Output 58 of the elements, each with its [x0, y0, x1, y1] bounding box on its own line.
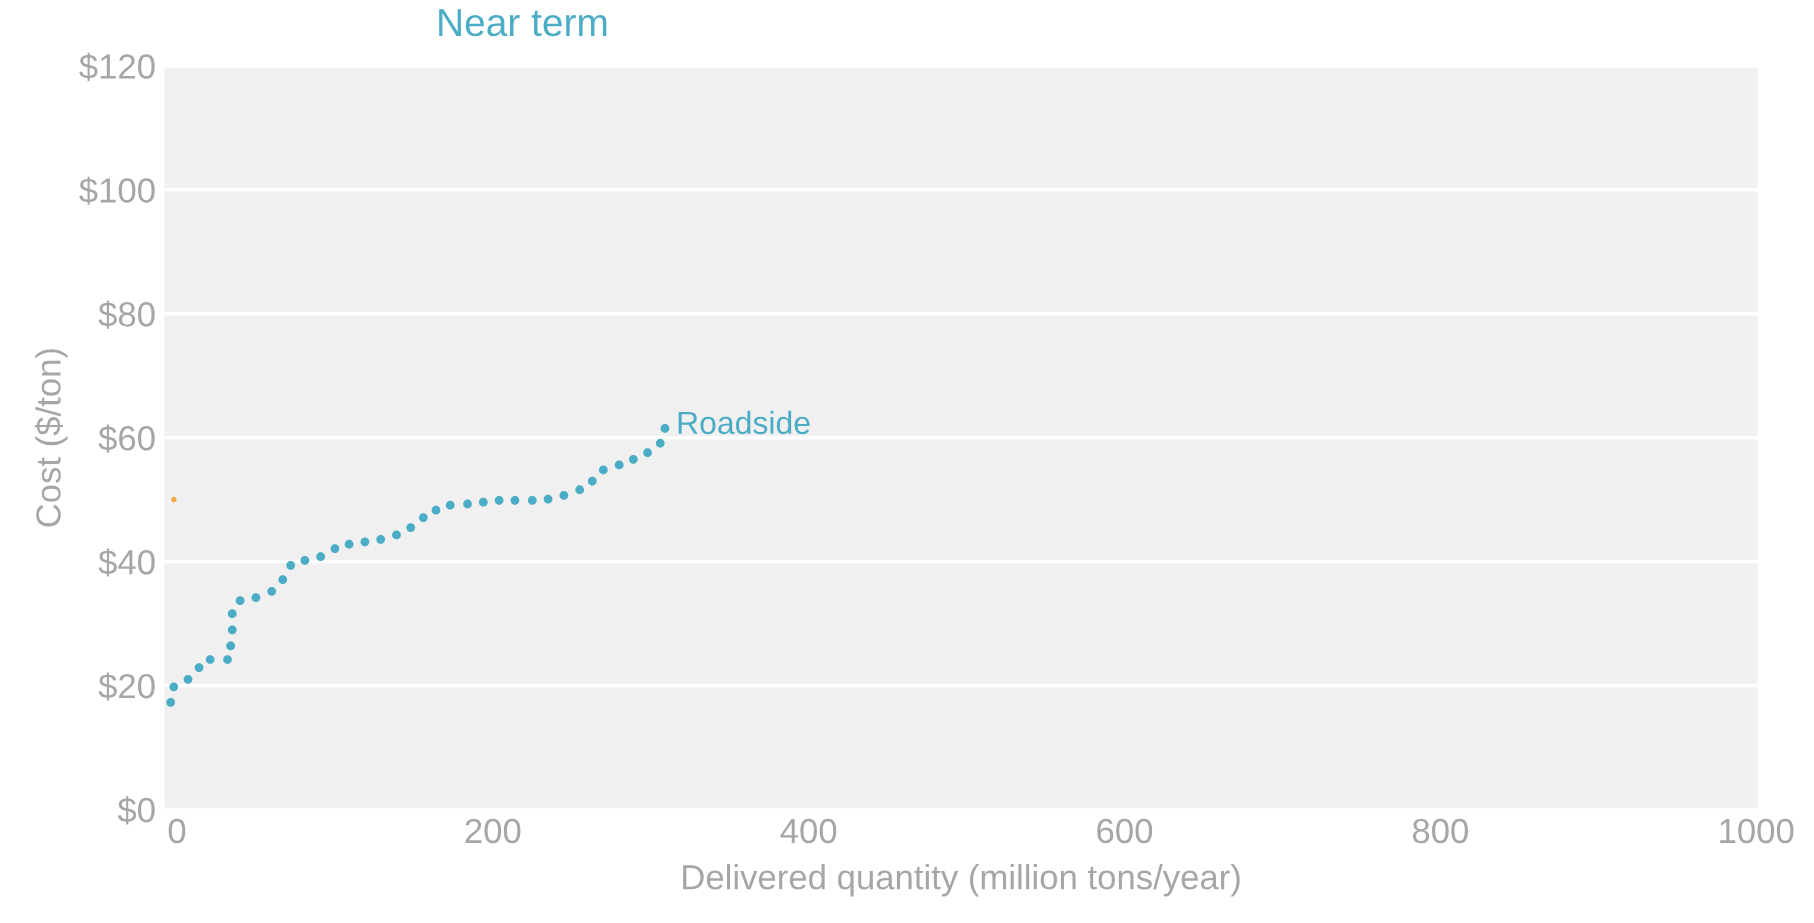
point	[227, 625, 237, 635]
point	[194, 663, 204, 672]
point	[205, 655, 215, 664]
x-axis-title: Delivered quantity (million tons/year)	[683, 864, 1240, 897]
point	[392, 530, 401, 540]
point	[527, 495, 537, 505]
point	[510, 495, 520, 505]
y-tick-label: $0	[117, 796, 155, 825]
point	[559, 490, 569, 500]
point	[300, 555, 310, 565]
point	[643, 448, 652, 457]
point	[598, 465, 608, 475]
point	[278, 575, 288, 584]
y-tick-label: $40	[98, 548, 155, 577]
series-label: Roadside	[678, 410, 810, 435]
point	[223, 655, 232, 664]
point	[183, 674, 193, 684]
point	[445, 500, 455, 510]
point	[166, 697, 176, 707]
point	[344, 539, 354, 549]
point	[655, 438, 665, 448]
x-tick-label: 200	[465, 818, 521, 844]
point	[286, 560, 296, 570]
point	[494, 495, 504, 505]
point	[418, 513, 428, 523]
y-tick-label: $120	[79, 52, 155, 81]
point	[614, 460, 624, 470]
point	[360, 537, 370, 547]
point	[660, 424, 670, 433]
point	[316, 552, 326, 562]
chart-title: Near term	[439, 9, 607, 37]
point	[431, 505, 441, 515]
point	[376, 534, 386, 544]
point	[478, 497, 488, 507]
x-tick-label: 800	[1412, 818, 1468, 844]
x-tick-label: 600	[1097, 818, 1153, 844]
x-tick-label: 0	[168, 818, 186, 844]
point	[406, 523, 416, 532]
point	[226, 641, 236, 651]
y-tick-label: $100	[79, 176, 155, 205]
point	[169, 682, 179, 692]
point	[171, 496, 177, 503]
point	[463, 499, 472, 509]
point	[227, 609, 237, 619]
point	[267, 586, 277, 596]
point	[628, 454, 638, 464]
point	[575, 485, 585, 495]
y-tick-label: $60	[98, 424, 155, 453]
point	[587, 476, 597, 486]
point	[543, 494, 553, 504]
point	[251, 593, 261, 602]
y-tick-label: $80	[98, 300, 155, 329]
point	[235, 596, 245, 606]
point	[330, 544, 340, 553]
y-axis-title: Cost ($/ton)	[34, 349, 68, 527]
y-tick-label: $20	[98, 672, 155, 701]
x-tick-label: 1000	[1720, 818, 1794, 844]
x-tick-label: 400	[780, 818, 837, 844]
